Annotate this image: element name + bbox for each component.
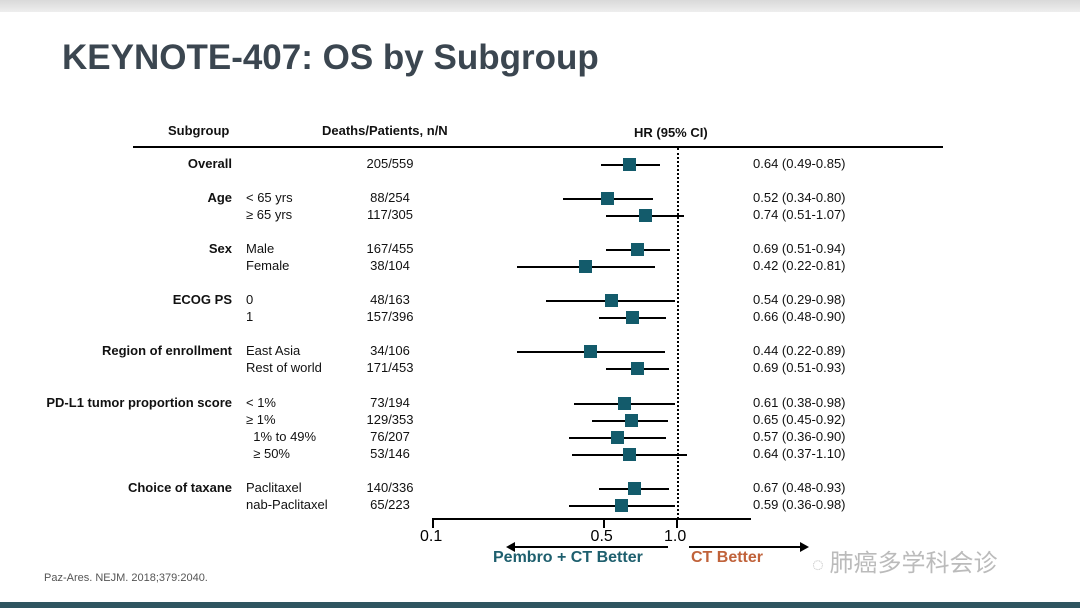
hr-marker bbox=[601, 192, 615, 205]
x-tick bbox=[676, 518, 678, 528]
hr-marker bbox=[623, 158, 637, 171]
subgroup-label: Region of enrollment bbox=[102, 343, 232, 358]
header-rule bbox=[133, 146, 943, 148]
hr-ci-text: 0.69 (0.51-0.94) bbox=[753, 241, 846, 256]
hr-ci-text: 0.74 (0.51-1.07) bbox=[753, 207, 846, 222]
deaths-patients: 38/104 bbox=[370, 258, 410, 273]
watermark: ◌ 肺癌多学科会诊 bbox=[812, 543, 997, 578]
level-label: nab-Paclitaxel bbox=[246, 497, 328, 512]
hr-ci-text: 0.67 (0.48-0.93) bbox=[753, 480, 846, 495]
pembro-better-label: Pembro + CT Better bbox=[493, 549, 643, 566]
level-label: < 65 yrs bbox=[246, 190, 293, 205]
x-axis bbox=[433, 518, 751, 520]
level-label: ≥ 1% bbox=[246, 412, 276, 427]
hr-marker bbox=[618, 397, 632, 410]
hr-ci-text: 0.59 (0.36-0.98) bbox=[753, 497, 846, 512]
hr-ci-text: 0.65 (0.45-0.92) bbox=[753, 412, 846, 427]
deaths-patients: 65/223 bbox=[370, 497, 410, 512]
deaths-patients: 129/353 bbox=[366, 412, 414, 427]
hr-marker bbox=[631, 362, 645, 375]
hr-marker bbox=[626, 311, 640, 324]
level-label: ≥ 65 yrs bbox=[246, 207, 293, 222]
left-arrowhead-icon bbox=[506, 542, 515, 552]
x-tick-label: 0.1 bbox=[420, 528, 443, 545]
level-label: 1 bbox=[246, 309, 254, 324]
x-tick-label: 1.0 bbox=[664, 528, 687, 545]
watermark-text: 肺癌多学科会诊 bbox=[829, 550, 998, 577]
deaths-patients: 117/305 bbox=[366, 207, 414, 222]
ct-better-label: CT Better bbox=[691, 549, 764, 566]
hr-ci-text: 0.52 (0.34-0.80) bbox=[753, 190, 846, 205]
hr-marker bbox=[624, 414, 638, 427]
hr-ci-text: 0.44 (0.22-0.89) bbox=[753, 343, 846, 358]
hr-marker bbox=[638, 209, 652, 222]
deaths-patients: 171/453 bbox=[366, 360, 414, 375]
hr-ci-text: 0.54 (0.29-0.98) bbox=[753, 292, 846, 307]
level-label: < 1% bbox=[246, 395, 276, 410]
hr-ci-text: 0.42 (0.22-0.81) bbox=[753, 258, 846, 273]
deaths-patients: 53/146 bbox=[370, 446, 410, 461]
left-arrow bbox=[513, 546, 668, 548]
top-bar bbox=[0, 0, 1080, 12]
hr-marker bbox=[605, 294, 619, 307]
deaths-patients: 205/559 bbox=[366, 156, 414, 171]
subgroup-label: Sex bbox=[208, 241, 232, 256]
deaths-patients: 76/207 bbox=[370, 429, 410, 444]
reference-line bbox=[677, 148, 679, 519]
subgroup-label: Age bbox=[207, 190, 232, 205]
hr-marker bbox=[631, 243, 645, 256]
deaths-patients: 140/336 bbox=[366, 480, 414, 495]
x-tick bbox=[432, 518, 434, 528]
right-arrow bbox=[689, 546, 801, 548]
slide-title: KEYNOTE-407: OS by Subgroup bbox=[62, 38, 599, 77]
subgroup-label: Choice of taxane bbox=[127, 480, 232, 495]
deaths-patients: 88/254 bbox=[370, 190, 410, 205]
deaths-patients: 157/396 bbox=[366, 309, 414, 324]
deaths-patients: 34/106 bbox=[370, 343, 410, 358]
hr-marker bbox=[583, 345, 597, 358]
hr-marker bbox=[628, 482, 642, 495]
hr-ci-text: 0.57 (0.36-0.90) bbox=[753, 429, 846, 444]
deaths-patients: 167/455 bbox=[366, 241, 414, 256]
deaths-patients: 48/163 bbox=[370, 292, 410, 307]
subgroup-label: PD-L1 tumor proportion score bbox=[46, 395, 232, 410]
header-hr: HR (95% CI) bbox=[634, 125, 708, 140]
bottom-bar bbox=[0, 602, 1080, 608]
hr-marker bbox=[623, 448, 637, 461]
hr-ci-text: 0.66 (0.48-0.90) bbox=[753, 309, 846, 324]
hr-marker bbox=[578, 260, 592, 273]
deaths-patients: 73/194 bbox=[370, 395, 410, 410]
level-label: 1% to 49% bbox=[246, 429, 317, 444]
header-deaths: Deaths/Patients, n/N bbox=[322, 123, 448, 138]
level-label: Male bbox=[246, 241, 275, 256]
level-label: East Asia bbox=[246, 343, 301, 358]
subgroup-label: Overall bbox=[187, 156, 232, 171]
hr-ci-text: 0.61 (0.38-0.98) bbox=[753, 395, 846, 410]
level-label: Female bbox=[246, 258, 290, 273]
hr-ci-text: 0.69 (0.51-0.93) bbox=[753, 360, 846, 375]
wechat-icon: ◌ bbox=[812, 554, 830, 576]
right-arrowhead-icon bbox=[800, 542, 809, 552]
level-label: 0 bbox=[246, 292, 254, 307]
x-tick bbox=[602, 518, 605, 528]
level-label: Rest of world bbox=[246, 360, 322, 375]
header-subgroup: Subgroup bbox=[168, 123, 230, 138]
hr-ci-text: 0.64 (0.37-1.10) bbox=[753, 446, 846, 461]
hr-marker bbox=[614, 499, 628, 512]
citation: Paz-Ares. NEJM. 2018;379:2040. bbox=[44, 572, 208, 584]
x-tick-label: 0.5 bbox=[590, 528, 613, 545]
subgroup-label: ECOG PS bbox=[172, 292, 232, 307]
hr-marker bbox=[610, 431, 624, 444]
hr-ci-text: 0.64 (0.49-0.85) bbox=[753, 156, 846, 171]
level-label: Paclitaxel bbox=[246, 480, 302, 495]
level-label: ≥ 50% bbox=[246, 446, 290, 461]
